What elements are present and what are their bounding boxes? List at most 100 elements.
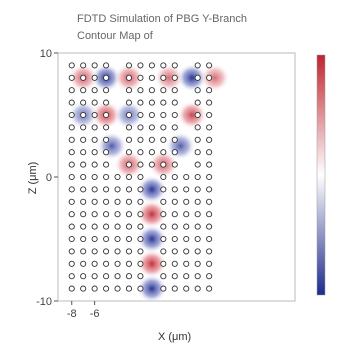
lattice-rod [160,62,167,69]
lattice-rod [68,161,75,168]
lattice-rod [91,149,98,156]
lattice-rod [160,198,167,205]
lattice-rod [68,211,75,218]
lattice-rod [206,124,213,131]
lattice-rod [80,211,87,218]
lattice-rod [68,223,75,230]
lattice-rod [91,62,98,69]
lattice-rod [206,87,213,94]
lattice-rod [91,74,98,81]
lattice-rod [194,136,201,143]
lattice-rod [80,99,87,106]
lattice-rod [125,260,133,267]
lattice-rod [80,124,87,131]
lattice-rod [68,273,75,280]
lattice-rod [68,173,75,181]
y-axis-label: Z (μm) [27,162,39,195]
lattice-rod [125,273,133,280]
field-lobe [199,63,230,93]
lattice-rod [171,149,178,156]
lattice-rod [125,136,133,143]
lattice-rod [194,149,201,156]
lattice-rod [68,111,75,119]
lattice-rod [206,173,213,181]
field-lobe [137,249,167,279]
lattice-rod [68,198,75,205]
lattice-rod [160,235,167,243]
lattice-rod [91,260,98,267]
lattice-rod [80,62,87,69]
y-tick-label: 0 [46,172,52,184]
lattice-rod [91,136,98,143]
lattice-rod [194,161,201,168]
lattice-rod [171,136,178,143]
lattice-rod [91,161,98,168]
lattice-rod [103,260,110,267]
lattice-rod [194,99,201,106]
lattice-rod [103,273,110,280]
lattice-rod [80,198,87,205]
lattice-rod [91,211,98,218]
lattice-rod [68,136,75,143]
lattice-rod [80,235,87,243]
lattice-rod [91,198,98,205]
lattice-rod [125,111,133,119]
lattice-rod [103,136,110,143]
lattice-rod [183,260,190,267]
lattice-rod [183,285,190,292]
lattice-rod [194,285,201,292]
lattice-rod [103,99,110,106]
lattice-rod [137,248,144,255]
lattice-rod [80,74,87,81]
lattice-rod [103,149,110,156]
lattice-rod [160,149,167,156]
lattice-rod [80,111,87,119]
lattice-rod [125,223,133,230]
lattice-rod [91,124,98,131]
lattice-rod [91,248,98,255]
lattice-rod [206,260,213,267]
lattice-rod [183,248,190,255]
lattice-rod [137,99,144,106]
lattice-rod [137,62,144,69]
lattice-rod [91,235,98,243]
lattice-rod [103,87,110,94]
lattice-rod [194,87,201,94]
lattice-rod [137,235,144,243]
lattice-rod [206,273,213,280]
lattice-rod [148,161,155,168]
lattice-rod [160,111,167,119]
y-tick-label: -10 [36,296,52,308]
colorbar [316,54,326,296]
lattice-rod [160,273,167,280]
lattice-rod [160,124,167,131]
lattice-rod [80,149,87,156]
lattice-rod [171,260,178,267]
lattice-rod [194,173,201,181]
lattice-rod [137,124,144,131]
lattice-rod [125,74,133,81]
lattice-rod [114,260,121,267]
lattice-rod [125,161,133,168]
lattice-rod [206,248,213,255]
lattice-rod [137,260,144,267]
lattice-rod [80,285,87,292]
lattice-rod [137,198,144,205]
field-lobe [137,175,167,204]
lattice-rod [160,99,167,106]
lattice-rod [91,273,98,280]
x-tick-label: -6 [90,308,100,320]
lattice-rod [171,173,178,181]
lattice-rod [171,211,178,218]
lattice-rod [68,124,75,131]
lattice-rod [194,248,201,255]
lattice-rod [194,186,201,193]
field-lobe [154,63,184,93]
lattice-rod [103,161,110,168]
lattice-rod [160,211,167,218]
lattice-rod [125,99,133,106]
lattice-rod [206,62,213,69]
lattice-rod [137,149,144,156]
lattice-rod [160,136,167,143]
lattice-rod [183,186,190,193]
